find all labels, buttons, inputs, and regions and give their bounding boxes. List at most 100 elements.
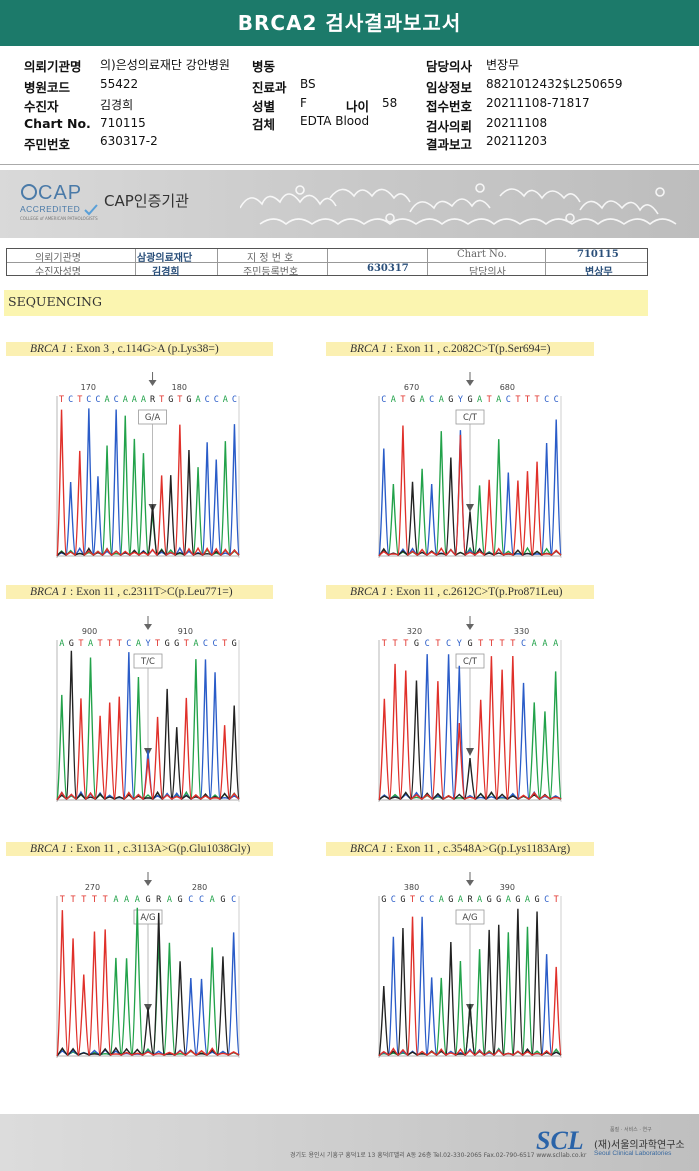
base-letter: G (467, 639, 472, 649)
hdr-specimen: 검체 (252, 114, 275, 133)
footer: 경기도 용인시 기흥구 흥덕1로 13 흥덕IT밸리 A동 26층 Tel.02… (0, 1114, 699, 1171)
hdr-label: 성별 (252, 99, 276, 114)
base-letter: A (124, 895, 129, 905)
sequencing-section-title: SEQUENCING (4, 290, 648, 316)
base-letter: A (132, 395, 137, 405)
base-letter: C (446, 639, 451, 649)
hdr-specimen-value: EDTA Blood (300, 114, 370, 128)
trace-a (56, 415, 240, 557)
table-label: 지 정 번 호 (247, 253, 294, 264)
base-letter: T (117, 639, 122, 649)
base-letter: T (435, 639, 440, 649)
hdr-label: 나이 (346, 99, 370, 114)
position-label: 680 (500, 383, 515, 392)
base-letter: G (467, 395, 472, 405)
trace-t (56, 696, 240, 801)
call-text: C/T (463, 657, 478, 667)
base-letter: A (439, 895, 444, 905)
hdr-code-value: 55422 (100, 77, 139, 91)
base-letter: C (420, 895, 425, 905)
hdr-clinical-value: 8821012432$L250659 (486, 77, 623, 91)
base-letter: T (159, 395, 164, 405)
base-letter: T (534, 395, 539, 405)
base-letter: C (203, 639, 208, 649)
gene-name: BRCA 1 (30, 843, 68, 855)
trace-g (56, 449, 240, 557)
base-letter: T (59, 395, 64, 405)
base-letter: T (403, 639, 408, 649)
variant-label: BRCA 1 : Exon 11 , c.3548A>G(p.Lys1183Ar… (326, 842, 594, 856)
base-letter: R (467, 895, 473, 905)
base-letter: T (478, 639, 483, 649)
call-text: G/A (145, 413, 160, 423)
hdr-rrn-value: 630317-2 (100, 134, 158, 148)
base-letter: G (410, 395, 415, 405)
table-value: 김경희 (152, 267, 180, 278)
base-letter: A (525, 895, 530, 905)
base-letter: T (103, 895, 108, 905)
base-letter: T (510, 639, 515, 649)
base-letter: A (532, 639, 537, 649)
base-letter: A (210, 895, 215, 905)
position-label: 390 (500, 883, 515, 892)
cap-text: CAP인증기관 (104, 192, 189, 210)
hdr-label: 진료과 (252, 80, 287, 95)
table-row-divider (7, 262, 647, 263)
section-title-text: SEQUENCING (8, 294, 102, 309)
hdr-age-value: 58 (382, 96, 398, 110)
hdr-label: 의뢰기관명 (24, 59, 82, 74)
base-letter: G (220, 895, 225, 905)
lab-name-ko: (재)서울의과학연구소 (594, 1140, 685, 1151)
base-letter: A (167, 895, 172, 905)
base-letter: T (222, 639, 227, 649)
hdr-code: 병원코드 (24, 77, 70, 96)
base-letter: C (381, 395, 386, 405)
cap-logo: CAP ACCREDITED COLLEGE of AMERICAN PATHO… (20, 182, 98, 222)
chromatogram: 380 390 G C G T C C A G A R A G G A G A G C T A/G (378, 872, 562, 1058)
base-letter: C (391, 895, 396, 905)
variant-label: BRCA 1 : Exon 11 , c.2082C>T(p.Ser694=) (326, 342, 594, 356)
base-letter: C (205, 395, 210, 405)
base-letter: C (425, 639, 430, 649)
table-label: 수진자성명 (35, 267, 81, 278)
base-letter: G (496, 895, 501, 905)
scl-logo: SCL (536, 1126, 584, 1155)
base-letter: A (141, 395, 146, 405)
variant-desc: : Exon 3 , c.114G>A (p.Lys38=) (67, 343, 219, 355)
base-letter: Y (145, 639, 150, 649)
table-label: 주민등록번호 (243, 267, 299, 278)
hdr-doctor-value: 변장무 (486, 58, 520, 72)
base-letter: T (98, 639, 103, 649)
base-letter: A (542, 639, 547, 649)
hdr-sex-value: F (300, 96, 307, 110)
position-label: 280 (192, 883, 207, 892)
hdr-rrn: 주민번호 (24, 134, 70, 153)
position-label: 270 (85, 883, 100, 892)
hdr-report: 결과보고 (426, 134, 472, 153)
base-letter: C (212, 639, 217, 649)
base-letter: G (178, 895, 183, 905)
base-letter: C (95, 395, 100, 405)
base-letter: C (521, 639, 526, 649)
base-letter: T (184, 639, 189, 649)
cloud-pattern (240, 183, 677, 226)
base-letter: C (544, 395, 549, 405)
trace-t (378, 916, 562, 1057)
call-text: A/G (140, 913, 155, 923)
base-letter: C (86, 395, 91, 405)
trace-t (56, 409, 240, 557)
base-letter: G (174, 639, 179, 649)
chromatogram: 270 280 T T T T T A A A G R A G C C A G C A/G (56, 872, 240, 1058)
table-value: 710115 (577, 249, 619, 260)
base-letter: A (458, 895, 463, 905)
hdr-doctor: 담당의사 (426, 56, 472, 75)
base-letter: C (554, 395, 559, 405)
base-letter: T (70, 895, 75, 905)
hdr-label: 병동 (252, 59, 276, 74)
base-letter: T (500, 639, 505, 649)
position-label: 180 (172, 383, 187, 392)
base-letter: A (553, 639, 558, 649)
